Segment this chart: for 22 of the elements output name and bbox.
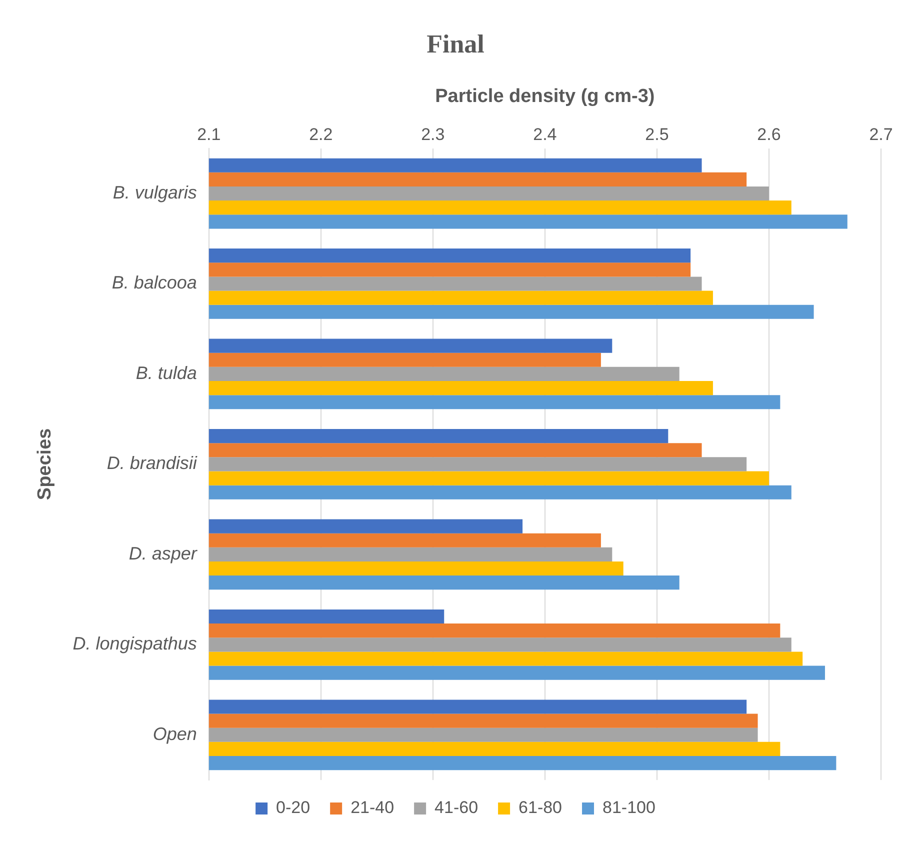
- y-tick-label: D. longispathus: [72, 634, 197, 654]
- x-tick-label: 2.6: [757, 124, 781, 144]
- x-axis-title: Particle density (g cm-3): [435, 86, 655, 107]
- y-tick-label: B. vulgaris: [112, 182, 197, 203]
- x-tick-label: 2.2: [309, 124, 333, 144]
- x-tick-label: 2.7: [869, 124, 893, 144]
- x-tick-label: 2.4: [533, 124, 557, 144]
- legend-label: 61-80: [518, 798, 562, 818]
- legend-label: 0-20: [276, 798, 310, 818]
- legend-label: 41-60: [434, 798, 478, 818]
- legend-label: 81-100: [602, 798, 656, 818]
- y-tick-label: D. brandisii: [106, 453, 198, 474]
- y-tick-label: Open: [152, 724, 197, 744]
- x-tick-label: 2.3: [421, 124, 445, 144]
- x-tick-label: 2.1: [197, 124, 221, 144]
- y-tick-label: B. balcooa: [112, 272, 197, 293]
- y-tick-label: D. asper: [128, 543, 198, 564]
- legend-label: 21-40: [350, 798, 394, 818]
- x-tick-label: 2.5: [645, 124, 669, 144]
- y-tick-label: B. tulda: [136, 362, 197, 383]
- y-axis-title: Species: [34, 428, 56, 500]
- chart-title: Final: [426, 29, 484, 58]
